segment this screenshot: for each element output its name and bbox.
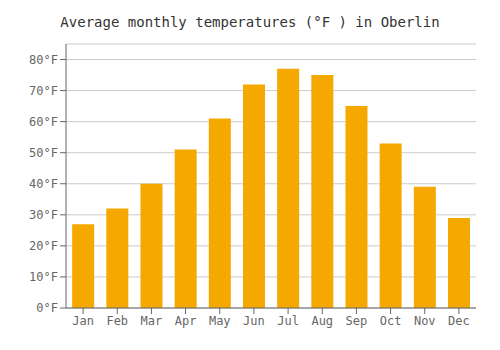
svg-text:May: May xyxy=(209,314,231,328)
svg-text:30°F: 30°F xyxy=(29,208,58,222)
svg-text:20°F: 20°F xyxy=(29,239,58,253)
svg-text:Aug: Aug xyxy=(311,314,333,328)
svg-text:Jan: Jan xyxy=(72,314,94,328)
svg-text:50°F: 50°F xyxy=(29,146,58,160)
svg-text:60°F: 60°F xyxy=(29,115,58,129)
svg-text:40°F: 40°F xyxy=(29,177,58,191)
svg-text:Nov: Nov xyxy=(414,314,436,328)
svg-text:0°F: 0°F xyxy=(36,301,58,315)
svg-text:Apr: Apr xyxy=(175,314,197,328)
svg-text:Mar: Mar xyxy=(141,314,163,328)
svg-text:10°F: 10°F xyxy=(29,270,58,284)
svg-text:Jul: Jul xyxy=(277,314,299,328)
svg-text:Jun: Jun xyxy=(243,314,265,328)
svg-text:Oct: Oct xyxy=(380,314,402,328)
svg-text:Sep: Sep xyxy=(346,314,368,328)
svg-text:Dec: Dec xyxy=(448,314,470,328)
html-text:Average monthly temperatures (: Average monthly temperatures (°F ) in Ob… xyxy=(60,14,440,30)
svg-text:80°F: 80°F xyxy=(29,53,58,67)
svg-text:70°F: 70°F xyxy=(29,84,58,98)
svg-text:Feb: Feb xyxy=(106,314,128,328)
